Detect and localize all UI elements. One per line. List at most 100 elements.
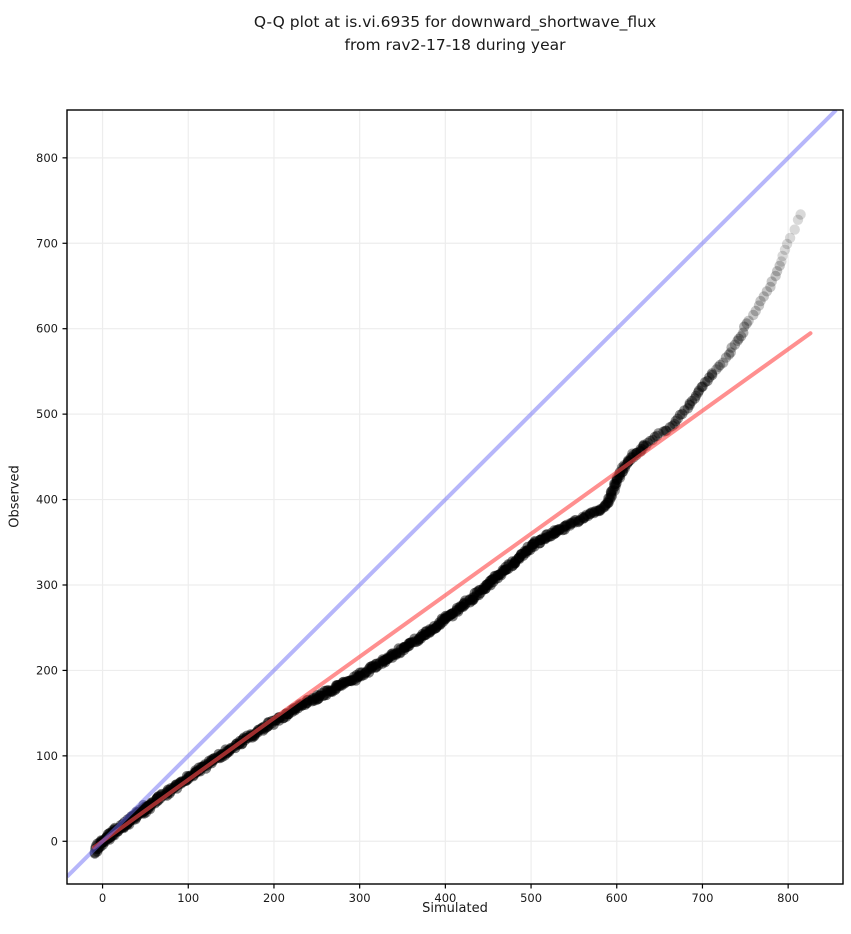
data-point bbox=[693, 385, 705, 396]
data-point bbox=[605, 487, 617, 499]
data-point bbox=[653, 428, 664, 439]
data-point bbox=[627, 448, 638, 459]
data-point bbox=[614, 472, 626, 483]
x-tick-label: 800 bbox=[777, 891, 799, 905]
data-point bbox=[593, 505, 604, 516]
data-point bbox=[566, 518, 577, 530]
data-point bbox=[686, 395, 698, 407]
data-point bbox=[591, 506, 603, 517]
x-tick-label: 400 bbox=[434, 891, 456, 905]
data-point bbox=[609, 479, 620, 490]
data-point bbox=[606, 492, 617, 503]
data-point bbox=[594, 504, 606, 515]
data-point bbox=[638, 439, 649, 450]
y-tick-label: 500 bbox=[36, 407, 58, 421]
data-point bbox=[774, 260, 785, 271]
data-point bbox=[609, 478, 620, 490]
data-point bbox=[738, 327, 749, 338]
chart-title-line2: from rav2-17-18 during year bbox=[344, 36, 566, 54]
identity-line bbox=[67, 110, 838, 879]
data-point bbox=[598, 502, 609, 513]
data-point bbox=[784, 232, 796, 244]
data-point bbox=[604, 494, 616, 505]
data-point bbox=[588, 507, 600, 518]
data-point bbox=[604, 492, 615, 504]
data-point bbox=[603, 497, 614, 509]
data-point bbox=[602, 496, 613, 507]
data-point bbox=[583, 510, 594, 522]
y-tick-label: 800 bbox=[36, 151, 58, 165]
data-point bbox=[577, 511, 588, 523]
data-point bbox=[603, 497, 614, 508]
data-point bbox=[733, 333, 744, 344]
data-point bbox=[707, 369, 718, 381]
data-point bbox=[595, 504, 606, 515]
data-point bbox=[699, 377, 711, 388]
y-tick-label: 100 bbox=[36, 749, 58, 763]
data-point bbox=[692, 387, 704, 398]
data-point bbox=[658, 426, 669, 437]
x-tick-label: 500 bbox=[520, 891, 542, 905]
data-point bbox=[585, 507, 596, 519]
data-point bbox=[771, 266, 783, 277]
data-point bbox=[559, 524, 570, 535]
data-point bbox=[610, 480, 621, 492]
data-point bbox=[560, 520, 571, 531]
data-point bbox=[642, 437, 653, 449]
data-point bbox=[589, 507, 600, 519]
data-point bbox=[584, 508, 596, 520]
data-point bbox=[732, 335, 743, 346]
data-point bbox=[573, 516, 584, 528]
data-point bbox=[761, 286, 773, 297]
data-point bbox=[607, 484, 619, 495]
data-point bbox=[573, 516, 584, 527]
data-point bbox=[758, 291, 769, 302]
data-point bbox=[741, 318, 752, 329]
data-point bbox=[595, 505, 606, 516]
chart-title-line1: Q-Q plot at is.vi.6935 for downward_shor… bbox=[253, 13, 657, 31]
data-point bbox=[606, 490, 617, 501]
data-point bbox=[714, 359, 726, 371]
scatter-points-layer bbox=[89, 209, 806, 859]
x-tick-label: 0 bbox=[99, 891, 106, 905]
data-point bbox=[570, 514, 582, 526]
data-point bbox=[610, 478, 621, 490]
data-point bbox=[609, 485, 620, 496]
data-point bbox=[725, 347, 736, 358]
data-point bbox=[750, 305, 761, 317]
data-point bbox=[766, 276, 777, 287]
y-tick-label: 0 bbox=[51, 834, 58, 848]
data-point bbox=[779, 244, 791, 255]
data-point bbox=[704, 372, 715, 383]
data-point bbox=[649, 431, 660, 443]
data-point bbox=[735, 331, 747, 342]
y-tick-label: 200 bbox=[36, 663, 58, 677]
data-point bbox=[599, 501, 611, 512]
y-tick-label: 400 bbox=[36, 493, 58, 507]
grid-layer bbox=[67, 110, 843, 884]
data-point bbox=[600, 499, 611, 510]
data-point bbox=[568, 516, 579, 528]
data-point bbox=[564, 520, 576, 531]
data-point bbox=[677, 408, 688, 420]
data-point bbox=[753, 300, 765, 311]
data-point bbox=[611, 474, 622, 486]
data-point bbox=[748, 309, 759, 321]
y-tick-label: 600 bbox=[36, 322, 58, 336]
data-point bbox=[578, 513, 589, 524]
data-point bbox=[743, 315, 754, 326]
data-point bbox=[729, 339, 741, 350]
data-point bbox=[569, 517, 580, 528]
data-point bbox=[720, 352, 732, 363]
data-point bbox=[558, 521, 569, 533]
data-point bbox=[574, 514, 586, 526]
x-axis-label: Simulated bbox=[422, 901, 488, 916]
data-point bbox=[611, 477, 622, 489]
data-point bbox=[612, 474, 623, 485]
regression-line bbox=[91, 331, 813, 850]
data-point bbox=[590, 505, 601, 517]
data-point bbox=[574, 515, 585, 526]
data-point bbox=[638, 440, 649, 451]
data-point bbox=[674, 409, 686, 420]
